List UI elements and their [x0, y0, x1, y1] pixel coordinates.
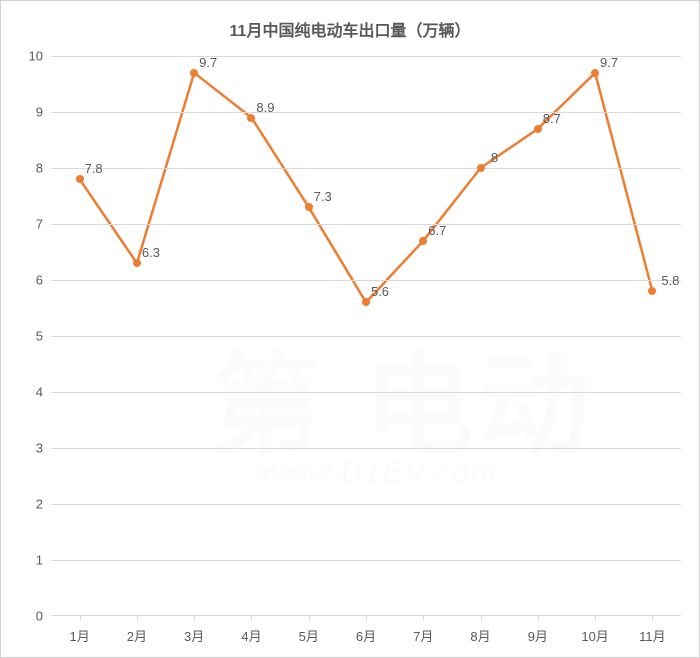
y-gridline: [51, 448, 681, 449]
data-marker: [362, 298, 370, 306]
data-label: 5.8: [661, 273, 679, 288]
y-tick-label: 1: [36, 553, 51, 568]
plot-area: 第 电动 www.D1EV.com 0123456789101月2月3月4月5月…: [51, 56, 681, 616]
y-tick-label: 2: [36, 497, 51, 512]
y-gridline: [51, 336, 681, 337]
y-tick-label: 4: [36, 385, 51, 400]
x-tick-label: 6月: [356, 616, 376, 645]
y-gridline: [51, 224, 681, 225]
y-gridline: [51, 112, 681, 113]
y-tick-label: 5: [36, 329, 51, 344]
data-label: 9.7: [199, 55, 217, 70]
data-marker: [133, 259, 141, 267]
data-marker: [477, 164, 485, 172]
y-tick-label: 8: [36, 161, 51, 176]
data-marker: [247, 114, 255, 122]
y-gridline: [51, 504, 681, 505]
data-label: 5.6: [371, 284, 389, 299]
data-label: 8: [491, 150, 498, 165]
y-gridline: [51, 392, 681, 393]
y-gridline: [51, 168, 681, 169]
data-label: 6.7: [428, 223, 446, 238]
data-marker: [534, 125, 542, 133]
y-gridline: [51, 280, 681, 281]
x-tick-label: 10月: [581, 616, 608, 645]
data-marker: [648, 287, 656, 295]
x-tick-label: 5月: [299, 616, 319, 645]
y-tick-label: 6: [36, 273, 51, 288]
x-tick-label: 11月: [639, 616, 666, 645]
data-label: 8.7: [543, 111, 561, 126]
chart-title: 11月中国纯电动车出口量（万辆）: [1, 17, 699, 41]
y-tick-label: 7: [36, 217, 51, 232]
data-marker: [76, 175, 84, 183]
data-marker: [419, 237, 427, 245]
x-tick-label: 8月: [470, 616, 490, 645]
x-tick-label: 4月: [241, 616, 261, 645]
data-marker: [305, 203, 313, 211]
x-tick-label: 7月: [413, 616, 433, 645]
y-tick-label: 0: [36, 609, 51, 624]
data-label: 8.9: [256, 100, 274, 115]
x-tick-label: 2月: [127, 616, 147, 645]
y-gridline: [51, 560, 681, 561]
data-label: 6.3: [142, 245, 160, 260]
data-label: 7.3: [314, 189, 332, 204]
line-path: [80, 73, 653, 303]
data-marker: [591, 69, 599, 77]
data-marker: [190, 69, 198, 77]
data-label: 9.7: [600, 55, 618, 70]
y-tick-label: 3: [36, 441, 51, 456]
data-label: 7.8: [85, 161, 103, 176]
x-tick-label: 3月: [184, 616, 204, 645]
y-gridline: [51, 56, 681, 57]
x-tick-label: 1月: [70, 616, 90, 645]
y-tick-label: 10: [29, 49, 51, 64]
x-tick-label: 9月: [528, 616, 548, 645]
y-tick-label: 9: [36, 105, 51, 120]
chart-container: 11月中国纯电动车出口量（万辆） 第 电动 www.D1EV.com 01234…: [0, 0, 700, 658]
